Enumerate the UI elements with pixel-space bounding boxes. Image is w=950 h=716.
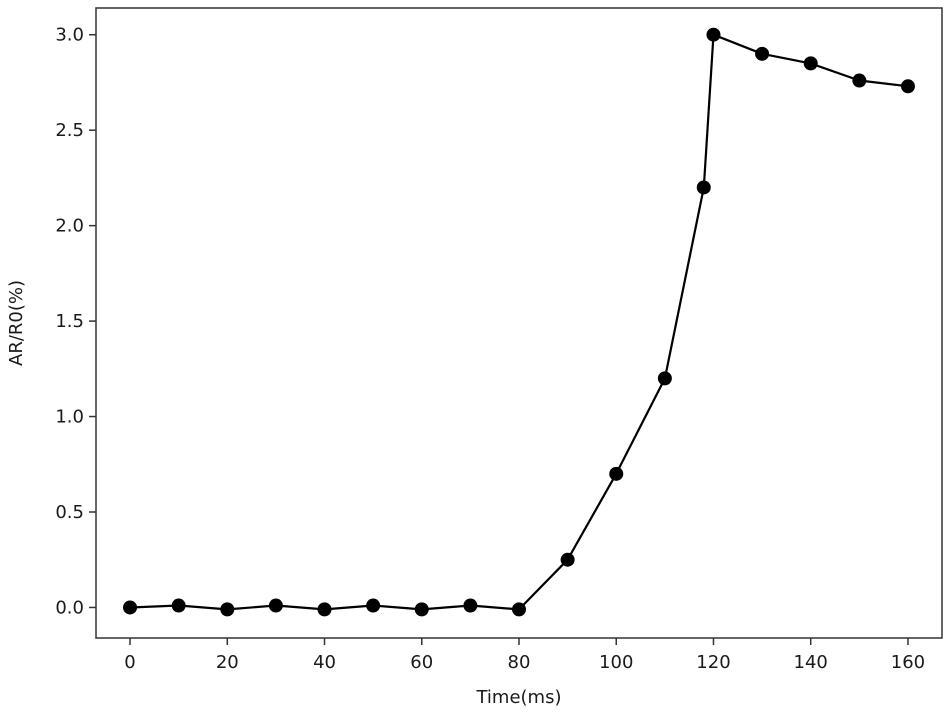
data-point bbox=[696, 180, 711, 195]
y-tick-label: 2.5 bbox=[55, 120, 84, 141]
series-line bbox=[129, 33, 909, 611]
x-tick-label: 80 bbox=[508, 652, 531, 673]
x-axis: 0 20 40 60 80 100 120 140 160 bbox=[124, 638, 925, 673]
plot-frame bbox=[95, 7, 943, 639]
data-point bbox=[366, 598, 381, 613]
x-tick-label: 60 bbox=[410, 652, 433, 673]
x-axis-title: Time(ms) bbox=[475, 687, 561, 708]
data-point bbox=[512, 602, 526, 617]
y-axis-title: AR/R0(%) bbox=[6, 280, 27, 366]
y-tick-label: 1.0 bbox=[55, 407, 84, 428]
data-point bbox=[900, 79, 915, 94]
y-tick-label: 2.0 bbox=[55, 216, 84, 237]
data-point bbox=[123, 600, 138, 615]
y-tick-label: 0.5 bbox=[55, 502, 84, 523]
data-point bbox=[755, 46, 770, 61]
data-point bbox=[706, 27, 721, 42]
y-tick-label: 0.0 bbox=[55, 597, 84, 618]
x-tick-label: 140 bbox=[794, 652, 828, 673]
y-axis: 0.0 0.5 1.0 1.5 2.0 2.5 3.0 bbox=[55, 25, 96, 618]
data-point bbox=[609, 466, 624, 481]
data-point bbox=[560, 552, 575, 567]
x-tick-label: 20 bbox=[216, 652, 239, 673]
x-tick-label: 160 bbox=[891, 652, 925, 673]
data-point bbox=[268, 598, 283, 613]
y-tick-label: 3.0 bbox=[55, 25, 84, 46]
x-tick-label: 120 bbox=[696, 652, 730, 673]
x-tick-label: 0 bbox=[124, 652, 135, 673]
data-point bbox=[463, 598, 478, 613]
x-tick-label: 100 bbox=[599, 652, 633, 673]
data-point bbox=[414, 602, 429, 617]
data-point bbox=[220, 602, 235, 617]
data-point bbox=[657, 371, 672, 386]
data-point bbox=[803, 56, 818, 71]
y-tick-label: 1.5 bbox=[55, 311, 84, 332]
data-point bbox=[852, 73, 867, 88]
data-point bbox=[317, 602, 332, 617]
x-tick-label: 40 bbox=[313, 652, 336, 673]
series-layer bbox=[123, 27, 915, 617]
data-point bbox=[171, 598, 186, 613]
